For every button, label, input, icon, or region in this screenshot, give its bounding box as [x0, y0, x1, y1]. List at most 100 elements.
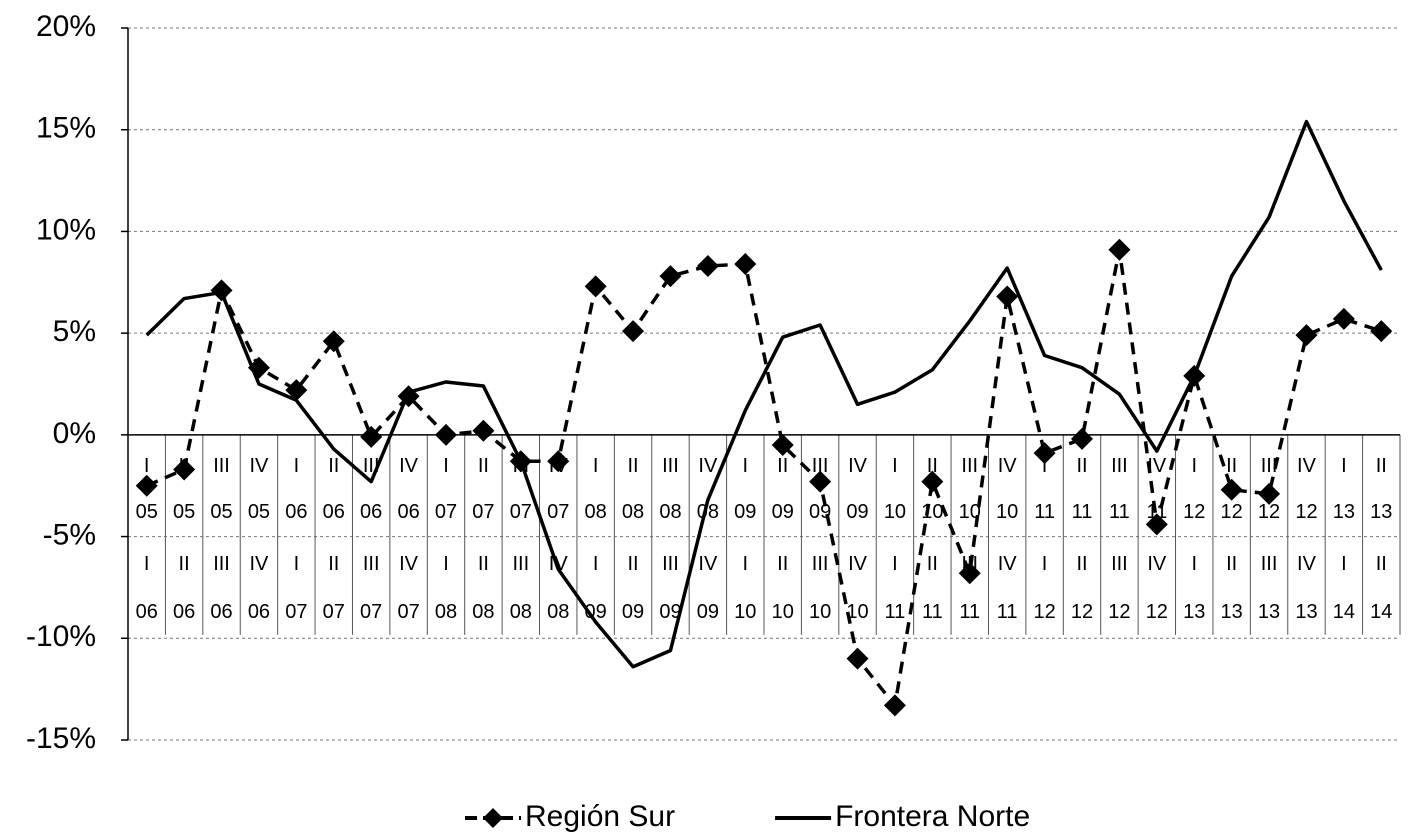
x-tick-label: 09 — [622, 601, 644, 623]
data-point — [659, 265, 682, 288]
y-tick-label: -5% — [43, 518, 96, 551]
x-tick-label: 09 — [697, 601, 719, 623]
x-tick-label: I — [1341, 455, 1347, 477]
x-tick-label: 11 — [1109, 501, 1130, 523]
data-point — [135, 474, 158, 497]
x-tick-label: 12 — [1183, 501, 1205, 523]
x-tick-label: 10 — [846, 601, 868, 623]
x-tick-label: IV — [998, 553, 1018, 575]
y-tick-label: -10% — [26, 620, 96, 653]
x-tick-label: III — [512, 553, 529, 575]
x-tick-label: IV — [998, 455, 1018, 477]
data-point — [584, 275, 607, 298]
x-tick-label: II — [1376, 455, 1387, 477]
x-tick-label: I — [1341, 553, 1347, 575]
x-tick-label: III — [1111, 455, 1128, 477]
x-tick-label: 13 — [1333, 501, 1355, 523]
y-tick-label: 5% — [53, 315, 96, 348]
x-tick-label: II — [627, 455, 638, 477]
data-point — [921, 470, 944, 493]
x-tick-label: 07 — [435, 501, 457, 523]
x-tick-label: 05 — [210, 501, 232, 523]
x-tick-label: 09 — [585, 601, 607, 623]
data-point — [322, 330, 345, 353]
x-tick-label: II — [1226, 455, 1237, 477]
x-tick-label: 09 — [809, 501, 831, 523]
x-tick-label: I — [892, 455, 898, 477]
data-point — [397, 385, 420, 408]
y-tick-label: 20% — [36, 10, 96, 43]
x-tick-label: I — [294, 553, 300, 575]
x-tick-label: I — [593, 553, 599, 575]
data-point — [1370, 320, 1393, 343]
x-tick-label: I — [294, 455, 300, 477]
x-tick-label: 05 — [248, 501, 270, 523]
x-tick-label: 06 — [136, 601, 158, 623]
x-tick-label: III — [213, 553, 230, 575]
data-point — [435, 423, 457, 446]
x-tick-label: 08 — [585, 501, 607, 523]
x-tick-label: II — [179, 553, 190, 575]
x-tick-label: 10 — [959, 501, 981, 523]
x-tick-label: III — [662, 553, 679, 575]
x-tick-label: IV — [249, 553, 269, 575]
x-tick-label: II — [777, 455, 788, 477]
x-tick-label: IV — [399, 455, 419, 477]
data-point — [846, 647, 869, 670]
x-tick-label: 08 — [547, 601, 569, 623]
x-tick-label: 08 — [622, 501, 644, 523]
x-tick-label: 13 — [1258, 601, 1280, 623]
x-tick-label: II — [777, 553, 788, 575]
x-tick-label: I — [743, 455, 749, 477]
data-point — [1033, 442, 1056, 465]
x-tick-label: 09 — [846, 501, 868, 523]
x-tick-label: III — [363, 553, 380, 575]
x-tick-label: 12 — [1146, 601, 1168, 623]
data-point — [771, 434, 794, 457]
x-tick-label: III — [812, 553, 829, 575]
x-tick-label: 12 — [1221, 501, 1243, 523]
x-tick-label: II — [328, 455, 339, 477]
data-point — [285, 379, 308, 402]
x-tick-label: 09 — [734, 501, 756, 523]
x-tick-label: II — [478, 553, 489, 575]
x-tick-label: 10 — [772, 601, 794, 623]
x-tick-label: 14 — [1333, 601, 1355, 623]
data-point — [1332, 307, 1355, 330]
x-tick-label: III — [1111, 553, 1128, 575]
x-tick-label: 07 — [397, 601, 419, 623]
x-tick-label: 13 — [1295, 601, 1317, 623]
x-tick-label: 06 — [360, 501, 382, 523]
x-tick-label: 09 — [772, 501, 794, 523]
series-line — [145, 119, 1383, 669]
x-tick-label: III — [812, 455, 829, 477]
x-tick-label: 12 — [1295, 501, 1317, 523]
x-tick-label: III — [1261, 553, 1278, 575]
x-tick-label: 06 — [285, 501, 307, 523]
x-tick-label: I — [443, 455, 449, 477]
data-point — [1108, 238, 1131, 261]
x-tick-label: I — [144, 553, 150, 575]
x-tick-label: IV — [698, 455, 718, 477]
series-line — [146, 247, 1382, 708]
data-point — [958, 562, 981, 585]
legend-marker — [483, 808, 503, 828]
y-tick-label: 0% — [53, 417, 96, 450]
x-tick-label: 13 — [1370, 501, 1392, 523]
x-tick-label: I — [443, 553, 449, 575]
data-point — [472, 419, 495, 442]
x-tick-label: 07 — [510, 501, 532, 523]
x-tick-label: II — [1376, 553, 1387, 575]
x-tick-label: 08 — [472, 601, 494, 623]
data-point — [1183, 364, 1206, 387]
x-tick-label: 06 — [323, 501, 345, 523]
x-tick-label: 05 — [136, 501, 158, 523]
x-tick-label: II — [627, 553, 638, 575]
x-tick-label: 12 — [1033, 601, 1055, 623]
x-tick-label: 10 — [734, 601, 756, 623]
x-tick-label: III — [1261, 455, 1278, 477]
x-tick-label: IV — [399, 553, 419, 575]
data-point — [173, 458, 196, 481]
x-tick-label: 07 — [547, 501, 569, 523]
